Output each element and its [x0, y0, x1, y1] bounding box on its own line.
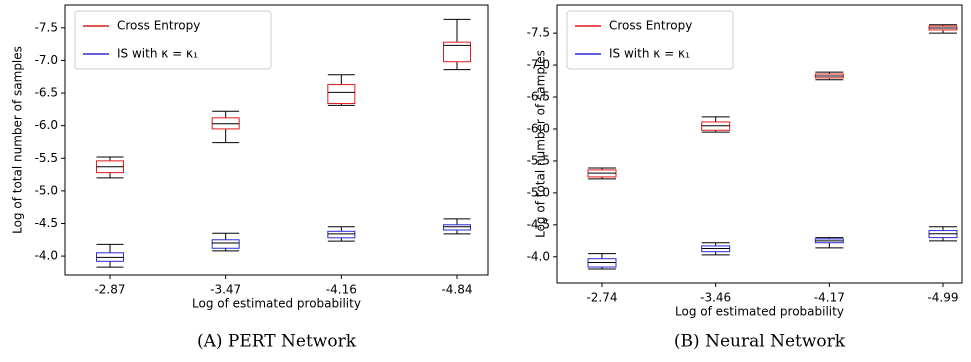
y-tick-label: -5.0 [35, 183, 58, 197]
x-tick-label: -2.74 [586, 291, 617, 305]
x-tick-label: -4.84 [441, 283, 472, 297]
x-tick-label: -3.46 [700, 291, 731, 305]
y-tick-label: -6.5 [527, 90, 550, 104]
y-tick-label: -7.5 [527, 26, 550, 40]
x-tick-label: -3.47 [210, 283, 241, 297]
y-tick-label: -7.0 [527, 58, 550, 72]
caption: (A) PERT Network [197, 332, 357, 352]
y-tick-label: -6.5 [35, 86, 58, 100]
subplot: -4.0 -4.5 -5.0 -5.5 -6.0 -6.5 -7.0 -7.5 -2.87 -3.… [11, 4, 489, 352]
legend-label: IS with κ = κ₁ [117, 47, 198, 61]
y-tick-label: -4.5 [35, 216, 58, 230]
y-axis-label: Log of total number of samples [534, 50, 548, 238]
legend-label: Cross Entropy [609, 19, 692, 33]
plot-frame [556, 4, 963, 284]
caption: (B) Neural Network [674, 332, 846, 352]
subplot: -4.0 -4.5 -5.0 -5.5 -6.0 -6.5 -7.0 -7.5 -2.74 -3.… [527, 4, 963, 352]
y-tick-label: -7.5 [35, 20, 58, 34]
y-axis-label: Log of total number of samples [11, 46, 25, 234]
x-tick-label: -4.99 [927, 291, 958, 305]
y-tick-label: -6.0 [527, 121, 550, 135]
y-tick-label: -4.5 [527, 217, 550, 231]
x-axis-label: Log of estimated probability [192, 297, 361, 311]
x-tick-label: -4.17 [814, 291, 845, 305]
y-tick-label: -5.5 [527, 153, 550, 167]
box [443, 41, 471, 63]
y-tick-label: -5.0 [527, 185, 550, 199]
box [443, 224, 471, 231]
box [327, 84, 356, 104]
y-tick-label: -7.0 [35, 53, 58, 67]
box [211, 239, 240, 249]
x-tick-label: -2.87 [94, 283, 125, 297]
y-tick-label: -4.0 [527, 249, 550, 263]
x-tick-label: -4.16 [326, 283, 357, 297]
box [327, 230, 356, 239]
legend-label: IS with κ = κ₁ [609, 47, 690, 61]
plot-frame [64, 4, 489, 276]
y-tick-label: -5.5 [35, 151, 58, 165]
legend-box [74, 10, 272, 70]
x-axis-label: Log of estimated probability [675, 305, 844, 319]
y-tick-label: -4.0 [35, 249, 58, 263]
legend-box [566, 10, 734, 70]
legend-label: Cross Entropy [117, 19, 200, 33]
y-tick-label: -6.0 [35, 118, 58, 132]
